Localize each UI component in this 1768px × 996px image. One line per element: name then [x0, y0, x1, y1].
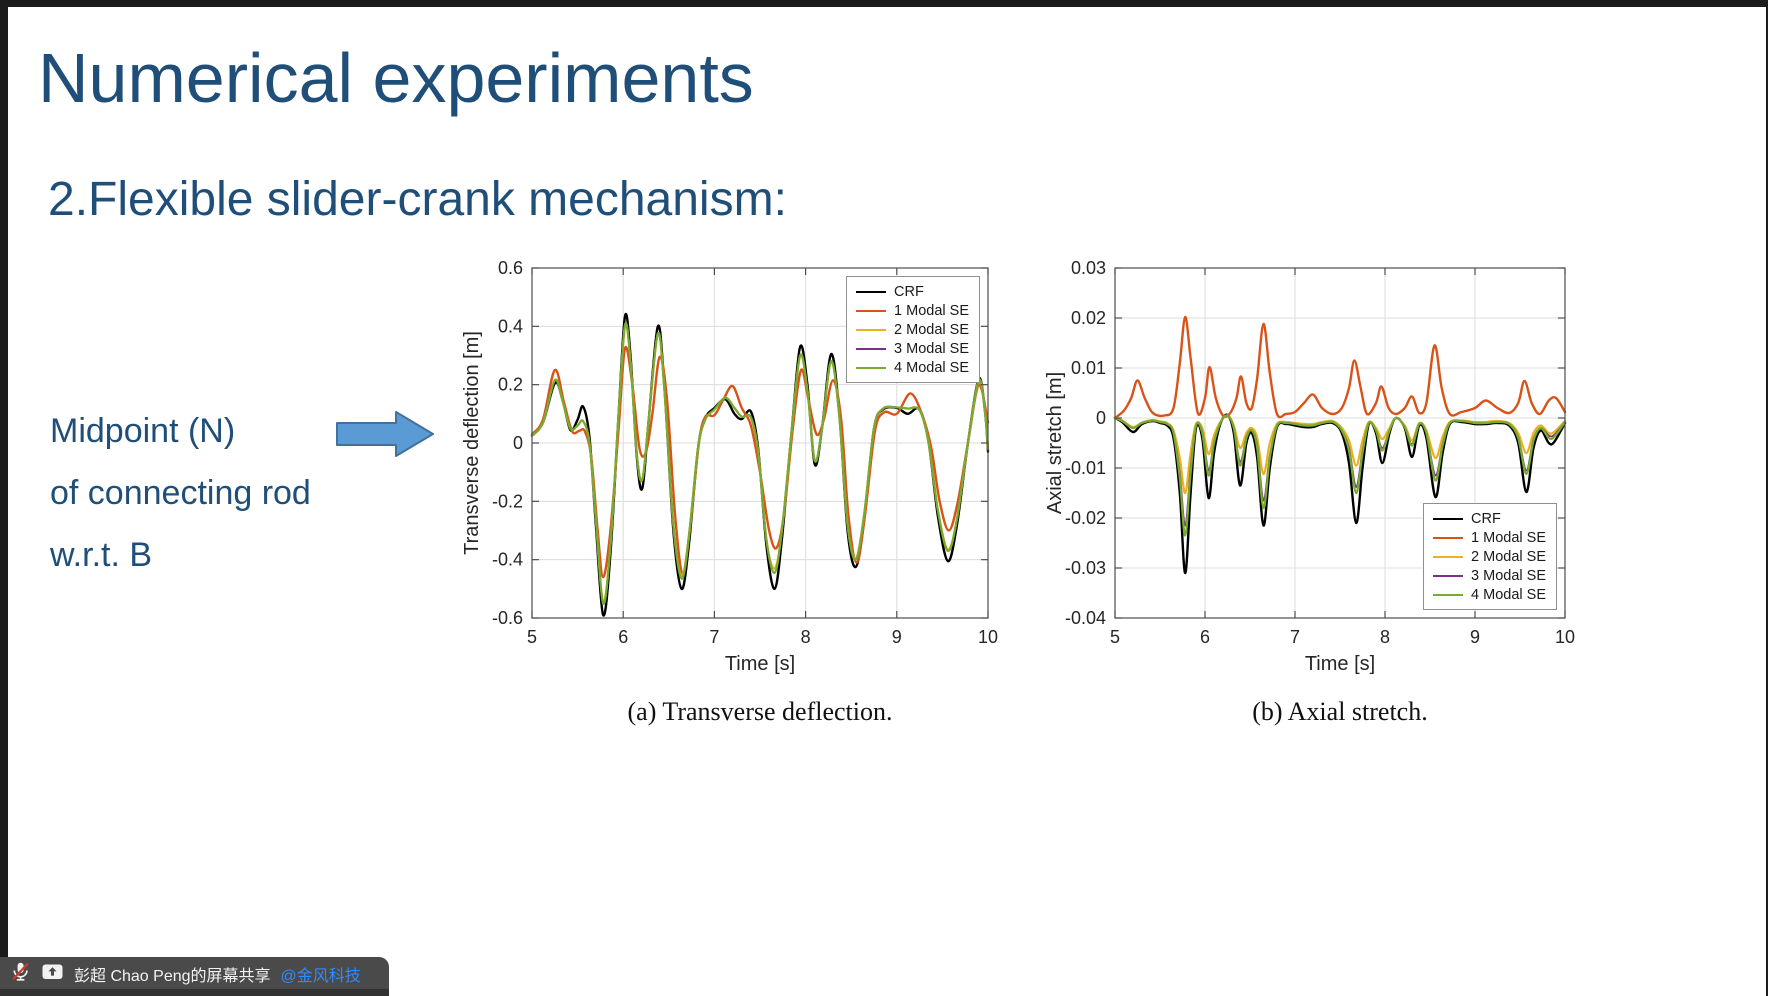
slide-subtitle: 2.Flexible slider-crank mechanism:	[48, 173, 787, 226]
axis-box	[1114, 267, 1566, 619]
annotation-line-2: of connecting rod	[50, 474, 311, 512]
legend-entry-4-modal-se: 4 Modal SE	[856, 359, 969, 376]
legend: CRF 1 Modal SE 2 Modal SE 3 Modal SE 4 Modal…	[1423, 503, 1557, 610]
legend-entry-4-modal-se: 4 Modal SE	[1433, 586, 1546, 603]
share-bar-content: 彭超 Chao Peng的屏幕共享 @金风科技	[10, 961, 361, 987]
y-tick-label: 0.4	[498, 316, 523, 336]
legend-entry-2-modal-se: 2 Modal SE	[856, 321, 969, 338]
screen-top-border	[0, 0, 1768, 7]
legend: CRF 1 Modal SE 2 Modal SE 3 Modal SE 4 Modal…	[846, 276, 980, 383]
y-tick-label: -0.01	[1065, 458, 1106, 478]
y-tick-label: 0.6	[498, 258, 523, 278]
y-tick-label: -0.02	[1065, 508, 1106, 528]
legend-line-swatch	[1433, 574, 1464, 577]
y-tick-label: 0	[513, 433, 523, 453]
y-tick-label: 0.01	[1071, 358, 1106, 378]
series-line-1-modal-se	[530, 345, 990, 579]
legend-label: 1 Modal SE	[1471, 529, 1546, 546]
series-line-crf	[530, 312, 990, 617]
legend-line-swatch	[1433, 517, 1464, 520]
y-tick-label: -0.04	[1065, 608, 1106, 628]
x-axis-label: Time [s]	[1305, 653, 1375, 675]
screen-share-icon	[41, 961, 64, 987]
legend-entry-1-modal-se: 1 Modal SE	[856, 302, 969, 319]
legend-line-swatch	[856, 309, 887, 312]
caption-b: (b) Axial stretch.	[1252, 697, 1428, 726]
slide-title: Numerical experiments	[38, 39, 754, 117]
x-tick-label: 9	[1470, 627, 1480, 647]
legend-label: 2 Modal SE	[894, 321, 969, 338]
mic-muted-icon	[10, 961, 31, 987]
screen-right-border	[1766, 0, 1768, 996]
annotation-line-3: w.r.t. B	[50, 536, 153, 574]
screen-share-bar[interactable]: 彭超 Chao Peng的屏幕共享 @金风科技	[0, 957, 389, 996]
chart-axial-stretch: 5 6 7 8 9 10 0.03 0.02 0.01 0 -0.01 -0.02 -0.03 -0.04…	[1045, 245, 1585, 740]
x-tick-label: 6	[618, 627, 628, 647]
legend-entry-3-modal-se: 3 Modal SE	[1433, 567, 1546, 584]
legend-line-swatch	[1433, 555, 1464, 558]
annotation-line-1: Midpoint (N)	[50, 412, 236, 450]
annotation-text: Midpoint (N) of connecting rod w.r.t. B	[50, 400, 311, 586]
legend-entry-1-modal-se: 1 Modal SE	[1433, 529, 1546, 546]
y-axis-label: Axial stretch [m]	[1045, 372, 1066, 514]
x-tick-label: 6	[1200, 627, 1210, 647]
y-axis-label: Transverse deflection [m]	[462, 331, 483, 555]
legend-entry-3-modal-se: 3 Modal SE	[856, 340, 969, 357]
y-tick-label: 0.02	[1071, 308, 1106, 328]
series-line-4-modal-se	[530, 321, 990, 605]
y-tick-label: 0	[1096, 408, 1106, 428]
x-tick-label: 7	[1290, 627, 1300, 647]
x-tick-label: 10	[978, 627, 998, 647]
x-tick-label: 8	[801, 627, 811, 647]
x-tick-label: 8	[1380, 627, 1390, 647]
y-tick-label: 0.2	[498, 375, 523, 395]
legend-label: 3 Modal SE	[1471, 567, 1546, 584]
series-line-4-modal-se	[1113, 414, 1567, 537]
legend-entry-crf: CRF	[1433, 510, 1546, 527]
x-tick-label: 5	[527, 627, 537, 647]
legend-label: CRF	[894, 283, 924, 300]
x-tick-label: 9	[892, 627, 902, 647]
plot-axial-stretch: 5 6 7 8 9 10 0.03 0.02 0.01 0 -0.01 -0.02 -0.03 -0.04…	[1045, 258, 1575, 675]
legend-label: 1 Modal SE	[894, 302, 969, 319]
screen-left-border	[0, 0, 8, 996]
share-bar-text: 彭超 Chao Peng的屏幕共享	[74, 968, 271, 985]
legend-label: 4 Modal SE	[1471, 586, 1546, 603]
series-line-1-modal-se	[1113, 315, 1567, 420]
legend-label: CRF	[1471, 510, 1501, 527]
y-tick-label: 0.03	[1071, 258, 1106, 278]
x-tick-label: 10	[1555, 627, 1575, 647]
legend-label: 3 Modal SE	[894, 340, 969, 357]
chart-transverse-deflection: 5 6 7 8 9 10 0.6 0.4 0.2 0 -0.2 -0.4 -0.6 Time [s] Tra…	[462, 245, 1002, 740]
caption-a: (a) Transverse deflection.	[627, 697, 893, 726]
legend-label: 4 Modal SE	[894, 359, 969, 376]
y-tick-label: -0.4	[492, 550, 523, 570]
right-arrow-icon	[336, 410, 436, 458]
legend-line-swatch	[856, 328, 887, 331]
share-bar-mention: @金风科技	[280, 968, 361, 985]
x-tick-label: 5	[1110, 627, 1120, 647]
legend-line-swatch	[1433, 536, 1464, 539]
share-bar-bottom-strip	[0, 989, 389, 996]
legend-line-swatch	[856, 347, 887, 350]
y-tick-label: -0.2	[492, 491, 523, 511]
legend-line-swatch	[856, 366, 887, 369]
legend-line-swatch	[856, 290, 887, 293]
x-tick-label: 7	[709, 627, 719, 647]
legend-label: 2 Modal SE	[1471, 548, 1546, 565]
y-tick-label: -0.6	[492, 608, 523, 628]
legend-entry-2-modal-se: 2 Modal SE	[1433, 548, 1546, 565]
x-axis-label: Time [s]	[725, 653, 795, 675]
y-tick-label: -0.03	[1065, 558, 1106, 578]
legend-line-swatch	[1433, 593, 1464, 596]
legend-entry-crf: CRF	[856, 283, 969, 300]
